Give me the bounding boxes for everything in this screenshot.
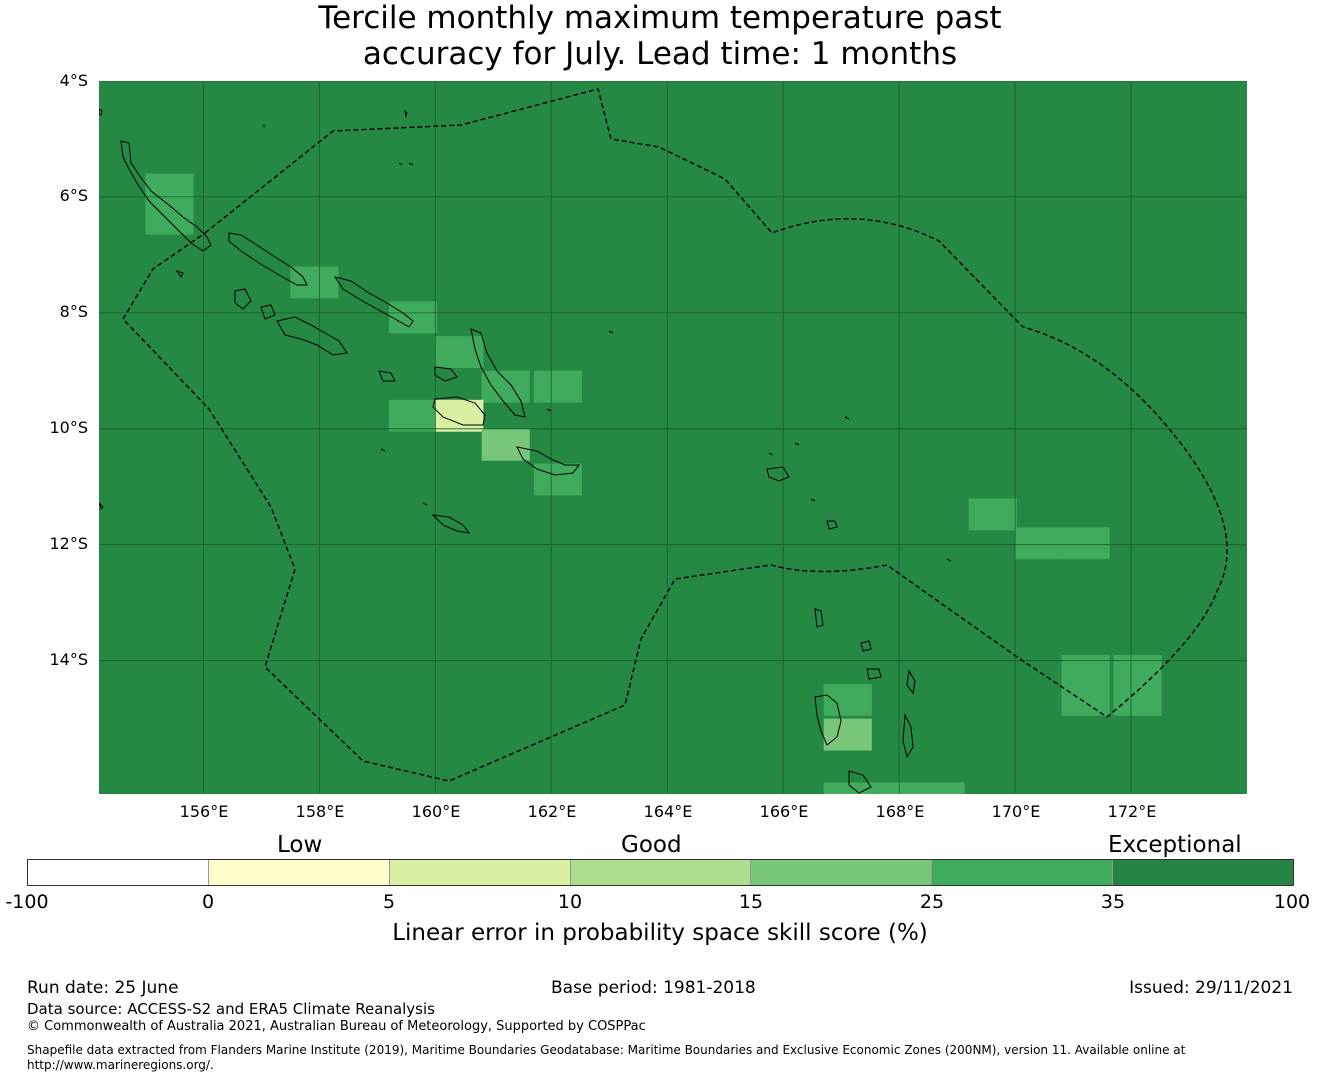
- coast-utupua: [826, 520, 838, 530]
- colorbar-segment: [28, 860, 209, 885]
- title-line-2: accuracy for July. Lead time: 1 months: [362, 36, 958, 72]
- colorbar-tick: -100: [5, 891, 49, 913]
- coast-makira: [516, 446, 580, 476]
- lat-label-12s: 12°S: [49, 534, 88, 553]
- colorbar-tick: 0: [201, 891, 215, 913]
- copyright: © Commonwealth of Australia 2021, Austra…: [27, 1019, 646, 1034]
- lon-label-170e: 170°E: [991, 802, 1041, 821]
- skill-cell: [1113, 683, 1162, 716]
- colorbar-tick: 25: [919, 891, 945, 913]
- coast-maewo: [906, 669, 916, 695]
- skill-cell: [823, 683, 872, 716]
- skill-cell: [533, 370, 582, 403]
- coast-banks: [860, 640, 872, 652]
- lat-label-8s: 8°S: [59, 302, 88, 321]
- skill-cell: [916, 782, 965, 794]
- colorbar-segment: [570, 860, 752, 885]
- coast-torres: [814, 608, 824, 628]
- colorbar-segment: [208, 860, 390, 885]
- skill-cell: [1113, 654, 1162, 687]
- map-background: [99, 81, 1247, 794]
- colorbar-tick: 10: [557, 891, 583, 913]
- coast-ambae: [866, 668, 882, 680]
- title-line-1: Tercile monthly maximum temperature past: [318, 0, 1002, 36]
- issued-date: Issued: 29/11/2021: [1129, 978, 1293, 998]
- colorbar-tick: 35: [1100, 891, 1126, 913]
- skill-cells: [145, 173, 1162, 794]
- coast-kolombangara: [260, 304, 276, 320]
- base-period: Base period: 1981-2018: [551, 978, 756, 998]
- lat-label-4s: 4°S: [59, 71, 88, 90]
- coast-bougainville: [120, 140, 212, 252]
- colorbar-segment: [389, 860, 571, 885]
- run-date: Run date: 25 June: [27, 978, 179, 998]
- skill-cell: [1061, 683, 1110, 716]
- skill-cell: [481, 428, 530, 461]
- coast-rennell: [431, 514, 471, 534]
- coast-guadalcanal: [432, 396, 486, 426]
- colorbar-segment: [1113, 860, 1294, 885]
- coast-choiseul: [228, 232, 308, 286]
- colorbar-title: Linear error in probability space skill …: [392, 920, 928, 946]
- coast-santa-cruz: [766, 466, 790, 482]
- skill-cell: [1015, 527, 1064, 560]
- colorbar-tick: 15: [738, 891, 764, 913]
- small-islands: [99, 108, 952, 562]
- skill-cell: [145, 173, 194, 206]
- lat-label-14s: 14°S: [49, 650, 88, 669]
- coast-russell: [378, 370, 396, 382]
- category-exceptional: Exceptional: [1108, 832, 1242, 858]
- coast-malaita: [470, 328, 526, 418]
- category-good: Good: [621, 832, 682, 858]
- data-source: Data source: ACCESS-S2 and ERA5 Climate …: [27, 1000, 435, 1018]
- colorbar-segment: [751, 860, 933, 885]
- colorbar-segment: [932, 860, 1114, 885]
- skill-cell: [533, 463, 582, 496]
- coastlines: [120, 140, 916, 794]
- colorbar: [27, 859, 1294, 886]
- skill-cell: [388, 301, 437, 334]
- lat-label-6s: 6°S: [59, 186, 88, 205]
- coast-florida: [434, 366, 458, 382]
- lon-label-172e: 172°E: [1107, 802, 1157, 821]
- skill-cell: [388, 399, 437, 432]
- skill-cell: [870, 782, 919, 794]
- coast-new-georgia: [276, 316, 348, 356]
- skill-cell: [968, 498, 1017, 531]
- coast-vella-lavella: [234, 288, 252, 310]
- lon-label-164e: 164°E: [643, 802, 693, 821]
- coast-espiritu-santo: [814, 694, 842, 746]
- lon-label-160e: 160°E: [411, 802, 461, 821]
- skill-cell: [1061, 527, 1110, 560]
- category-low: Low: [277, 832, 323, 858]
- coast-santa-isabel: [333, 276, 414, 328]
- lon-label-168e: 168°E: [875, 802, 925, 821]
- eez-boundary: [122, 88, 1228, 782]
- shapefile-note: Shapefile data extracted from Flanders M…: [27, 1043, 1186, 1072]
- skill-cell: [145, 202, 194, 235]
- colorbar-tick: 5: [382, 891, 396, 913]
- skill-cell: [823, 782, 872, 794]
- coast-malakula: [848, 770, 872, 794]
- lon-label-162e: 162°E: [527, 802, 577, 821]
- lon-label-166e: 166°E: [759, 802, 809, 821]
- coast-pentecost: [902, 713, 914, 759]
- skill-map: [99, 81, 1247, 794]
- skill-cell: [481, 370, 530, 403]
- graticule: [99, 81, 1247, 794]
- lon-label-156e: 156°E: [179, 802, 229, 821]
- lon-label-158e: 158°E: [295, 802, 345, 821]
- colorbar-tick: 100: [1273, 891, 1311, 913]
- map-title: Tercile monthly maximum temperature past…: [0, 0, 1320, 72]
- skill-cell: [435, 399, 484, 432]
- lat-label-10s: 10°S: [49, 418, 88, 437]
- skill-cell: [435, 336, 484, 368]
- skill-cell: [1061, 654, 1110, 687]
- skill-cell: [823, 718, 872, 751]
- skill-cell: [290, 266, 339, 299]
